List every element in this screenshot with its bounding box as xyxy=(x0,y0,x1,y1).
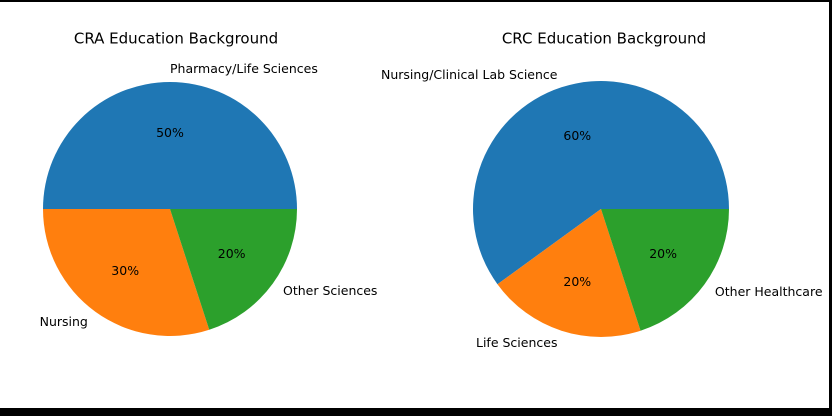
pie-slice-other-healthcare xyxy=(601,209,729,331)
chart-title: CRC Education Background xyxy=(501,29,707,48)
slice-pct-label: 20% xyxy=(217,245,246,261)
slice-label: Other Healthcare xyxy=(714,283,823,299)
slice-label: Pharmacy/Life Sciences xyxy=(170,61,318,77)
slice-pct-label: 50% xyxy=(156,124,184,140)
slice-pct-label: 20% xyxy=(563,273,592,289)
slice-label: Nursing/Clinical Lab Science xyxy=(380,66,558,82)
slice-label: Other Sciences xyxy=(283,282,378,298)
frame-edge-top xyxy=(0,0,832,2)
slice-pct-label: 60% xyxy=(563,127,592,143)
slice-pct-label: 20% xyxy=(649,245,678,261)
pie-slice-nursing xyxy=(43,209,210,336)
pie-slice-other-sciences xyxy=(170,209,297,330)
pie-slice-life-sciences xyxy=(497,209,641,338)
pie-slice-nursing-clinical-lab-science xyxy=(472,80,729,285)
pie-slice-pharmacy-life-sciences xyxy=(43,82,297,209)
slice-label: Life Sciences xyxy=(476,334,558,350)
slice-label: Nursing xyxy=(39,313,88,329)
frame-edge-bottom xyxy=(0,408,832,416)
frame-edge-right xyxy=(829,0,832,416)
slice-pct-label: 30% xyxy=(111,262,140,278)
chart-title: CRA Education Background xyxy=(73,29,279,48)
